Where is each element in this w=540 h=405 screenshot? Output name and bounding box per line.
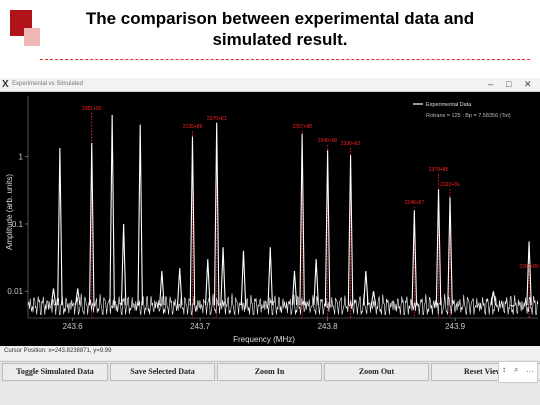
experimental-peak [240,250,247,306]
cursor-icon[interactable]: ↕ [502,365,506,374]
x-tick-label: 243.7 [190,322,211,331]
experimental-baseline [27,293,539,316]
experimental-peak [313,259,319,306]
experimental-peak [205,259,211,306]
experimental-peak [324,150,331,306]
legend-params: Rotrans = 125 : Bp = 7.58356 (Tot) [426,113,511,119]
y-tick-label: 1 [19,153,24,162]
app-window: X Experimental vs Simulated – □ ✕ 243.6 2… [0,78,540,405]
slide-title: The comparison between experimental data… [60,8,500,50]
simulated-label: 2248+87 [405,200,425,206]
toggle-simulated-button[interactable]: Toggle Simulated Data [2,363,108,381]
experimental-peak [109,114,115,306]
experimental-peak [267,247,273,306]
title-divider [40,59,530,60]
more-icon[interactable]: … [526,365,534,374]
experimental-peak [510,304,515,307]
experimental-peak [347,155,354,306]
button-row: Toggle Simulated Data Save Selected Data… [0,361,540,382]
y-axis-label: Amplitude (arb. units) [5,174,14,250]
experimental-peak [74,288,81,306]
label-layer: 2351+82 2235+89 2370+81 2357+88 2340+802330+… [82,106,539,270]
simulated-label: 2340+80 [318,138,338,144]
experimental-peak [411,210,418,306]
experimental-peak [370,291,377,306]
close-button[interactable]: ✕ [524,79,532,89]
maximize-button[interactable]: □ [506,79,512,89]
experimental-layer [27,114,539,316]
magnify-icon[interactable]: ⌕ [514,365,519,374]
experimental-peak [176,268,183,306]
experimental-peak [89,142,95,306]
y-tick-label: 0.1 [12,220,24,229]
x-tick-label: 243.6 [63,322,84,331]
experimental-peak [137,124,143,306]
plot-area[interactable]: 243.6 243.7 243.8 243.9 1 0.1 0.01 2351+82 2235… [0,92,540,346]
simulated-label: 2357+88 [292,124,312,130]
slide-title-line2: simulated result. [212,30,348,49]
experimental-peak [57,147,63,306]
status-bar: Cursor Position: x=243.8238871, y=9.99 [0,346,540,360]
experimental-peak [50,288,57,306]
simulated-label: 2330+82 [341,141,361,147]
legend: Experimental Data Rotrans = 125 : Bp = 7… [413,102,511,119]
x-tick-label: 243.9 [445,322,466,331]
experimental-peak [526,241,532,306]
simulated-label: 2351+82 [82,106,102,112]
logo-square-light [24,28,40,46]
minimize-button[interactable]: – [488,79,494,89]
cursor-position: Cursor Position: x=243.8238871, y=9.99 [4,348,112,354]
nav-toolbar: ↕ ⌕ … [498,361,538,383]
simulated-label: 2392+80 [519,264,539,270]
x-tick-label: 243.8 [318,322,339,331]
simulated-label: 2322+81 [440,182,460,188]
app-icon: X [2,79,9,90]
simulated-label: 2235+89 [183,124,203,130]
experimental-peak [490,291,497,306]
slide-title-line1: The comparison between experimental data… [85,9,475,28]
logo [10,10,40,46]
simulated-label: 2378+85 [429,167,449,173]
experimental-peak [299,133,305,306]
x-axis-label: Frequency (MHz) [233,335,295,344]
y-tick-label: 0.01 [7,287,23,296]
experimental-peak [363,270,369,306]
experimental-peak [189,136,196,306]
save-selected-button[interactable]: Save Selected Data [110,363,215,381]
axes-layer: 243.6 243.7 243.8 243.9 1 0.1 0.01 [7,96,538,331]
window-title: Experimental vs Simulated [12,81,84,87]
zoom-in-button[interactable]: Zoom In [217,363,322,381]
experimental-peak [213,122,220,306]
window-titlebar: X Experimental vs Simulated – □ ✕ [0,78,540,92]
experimental-peak [220,247,226,306]
spectrum-chart[interactable]: 243.6 243.7 243.8 243.9 1 0.1 0.01 2351+82 2235… [0,92,540,346]
simulated-layer [91,112,530,318]
legend-label: Experimental Data [426,102,472,108]
experimental-peak [120,223,127,306]
experimental-peak [447,197,453,306]
experimental-peak [159,270,165,306]
zoom-out-button[interactable]: Zoom Out [324,363,429,381]
simulated-label: 2370+81 [207,116,227,122]
experimental-peak [435,189,442,306]
experimental-peak [291,270,298,306]
